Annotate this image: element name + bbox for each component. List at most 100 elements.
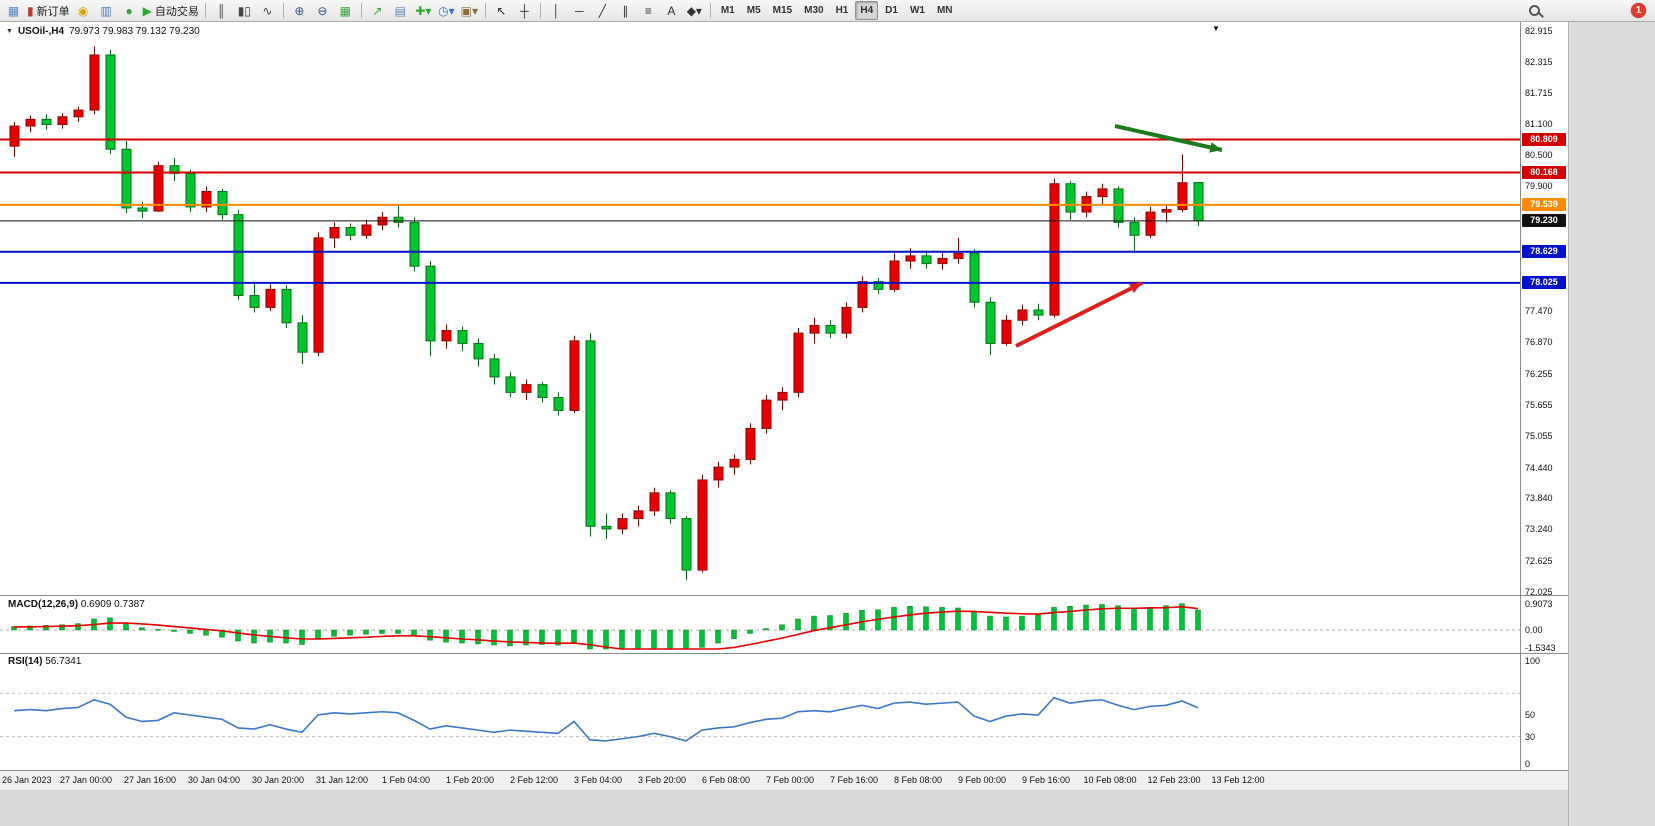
chart-window-icon[interactable]: ▦ (3, 0, 24, 21)
rsi-axis-label: 50 (1525, 710, 1536, 720)
red-trend-arrow[interactable] (1015, 281, 1143, 348)
macd-bar (619, 629, 625, 650)
grid-icon[interactable]: ▦ (335, 0, 356, 21)
macd-bar (587, 629, 593, 650)
price-axis[interactable]: 82.915 82.315 81.715 81.100 80.500 79.900 77.4… (1520, 22, 1569, 790)
main-price-chart[interactable] (0, 22, 1520, 595)
candlestick-chart-icon[interactable]: ▮▯ (234, 0, 255, 21)
timeframe-button-m30[interactable]: M30 (804, 5, 824, 16)
vertical-line-icon[interactable]: │ (546, 0, 567, 21)
timeframe-button-h1[interactable]: H1 (835, 5, 849, 16)
bar-chart-icon[interactable]: ║ (211, 0, 232, 21)
trendline-icon-glyph: ╱ (598, 3, 606, 18)
timeframe-button-mn[interactable]: MN (936, 5, 953, 16)
candle-body (665, 492, 676, 520)
add-indicator-dropdown[interactable]: ✚▾ (413, 0, 434, 21)
notification-badge[interactable]: 1 (1631, 3, 1646, 18)
new-order-button[interactable]: ▮ 新订单 (26, 0, 71, 21)
market-watch-icon[interactable]: ▥ (96, 0, 117, 21)
price-axis-label: 73.840 (1525, 493, 1553, 504)
macd-bar (219, 629, 225, 638)
fibonacci-icon[interactable]: ≡ (638, 0, 659, 21)
macd-bar (1051, 607, 1057, 631)
one-click-trading-caret-icon[interactable]: ▼ (6, 28, 13, 35)
zoom-in-icon[interactable]: ⊕ (289, 0, 310, 21)
time-axis-label: 10 Feb 08:00 (1083, 775, 1137, 785)
rsi-axis-label: 100 (1525, 656, 1541, 666)
macd-panel[interactable] (0, 597, 1520, 652)
web-community-icon[interactable]: ● (119, 0, 140, 21)
timeframe-button-m15[interactable]: M15 (772, 5, 793, 16)
candle-body (281, 288, 292, 324)
price-tag-78.025: 78.025 (1522, 276, 1566, 290)
panel-separator[interactable] (0, 653, 1568, 654)
line-chart-icon[interactable]: ∿ (257, 0, 278, 21)
timeframe-button-m1[interactable]: M1 (720, 5, 735, 16)
cursor-icon[interactable]: ↖ (491, 0, 512, 21)
crosshair-icon[interactable]: ┼ (514, 0, 535, 21)
candle-body (1049, 183, 1060, 316)
green-trend-arrow[interactable] (1114, 124, 1223, 152)
period-dropdown[interactable]: ◷▾ (436, 0, 457, 21)
macd-bar (779, 624, 785, 631)
candle-body (729, 458, 740, 468)
macd-bar (171, 629, 177, 632)
chart-shift-marker-icon[interactable]: ▼ (1212, 24, 1220, 33)
period-dropdown-glyph: ◷▾ (438, 3, 455, 18)
trendline-icon[interactable]: ╱ (592, 0, 613, 21)
profit-chart-icon[interactable]: ◉ (73, 0, 94, 21)
macd-axis-label: 0.9073 (1525, 599, 1553, 609)
right-gutter (1568, 22, 1655, 826)
candle-body (73, 109, 84, 118)
macd-bar (187, 629, 193, 634)
add-indicator-dropdown-glyph: ✚▾ (415, 3, 432, 18)
candle-body (521, 384, 532, 393)
zoom-out-icon[interactable]: ⊖ (312, 0, 333, 21)
macd-axis-label: 0.00 (1525, 625, 1543, 635)
candle-body (777, 391, 788, 401)
candle-body (937, 257, 948, 265)
time-axis-label: 30 Jan 04:00 (187, 775, 241, 785)
templates-dropdown[interactable]: ▣▾ (459, 0, 480, 21)
price-tag-80.809: 80.809 (1522, 132, 1566, 146)
horizontal-line-icon[interactable]: ─ (569, 0, 590, 21)
candle-body (1033, 309, 1044, 316)
channel-icon[interactable]: ∥ (615, 0, 636, 21)
price-axis-label: 81.715 (1525, 87, 1553, 98)
macd-bar (651, 629, 657, 650)
macd-bar (475, 629, 481, 645)
candle-body (649, 492, 660, 512)
candle-body (1001, 319, 1012, 344)
time-axis-label: 27 Jan 16:00 (123, 775, 177, 785)
charts-layout-icon[interactable]: ▤ (390, 0, 411, 21)
toolbar-separator (204, 3, 206, 18)
price-axis-label: 76.255 (1525, 369, 1553, 380)
candle-body (329, 227, 340, 239)
candle-body (841, 306, 852, 334)
price-axis-label: 79.900 (1525, 181, 1553, 192)
macd-bar (699, 629, 705, 648)
time-axis-label: 13 Feb 12:00 (1211, 775, 1265, 785)
autotrade-button[interactable]: ▶ 自动交易 (142, 0, 200, 21)
search-icon[interactable] (1527, 3, 1544, 19)
timeframe-button-h4[interactable]: H4 (855, 1, 879, 20)
timeframe-button-m5[interactable]: M5 (746, 5, 761, 16)
indicators-icon[interactable]: ↗ (367, 0, 388, 21)
bar-chart-icon-glyph: ║ (217, 3, 226, 18)
candle-body (1193, 182, 1204, 222)
macd-bar (539, 629, 545, 645)
panel-separator[interactable] (0, 595, 1568, 596)
timeframe-button-d1[interactable]: D1 (885, 5, 898, 16)
candle-body (1065, 183, 1076, 213)
text-label-icon[interactable]: A (661, 0, 682, 21)
macd-bar (139, 627, 145, 631)
candle-body (921, 255, 932, 265)
toolbar-separator (709, 3, 711, 18)
toolbar-separator (539, 3, 541, 18)
time-axis[interactable]: 26 Jan 2023 27 Jan 00:00 27 Jan 16:00 30 Ja… (0, 770, 1568, 790)
candle-body (905, 255, 916, 262)
rsi-panel[interactable] (0, 654, 1520, 770)
shapes-dropdown[interactable]: ◆▾ (684, 0, 705, 21)
timeframe-button-w1[interactable]: W1 (909, 5, 925, 16)
